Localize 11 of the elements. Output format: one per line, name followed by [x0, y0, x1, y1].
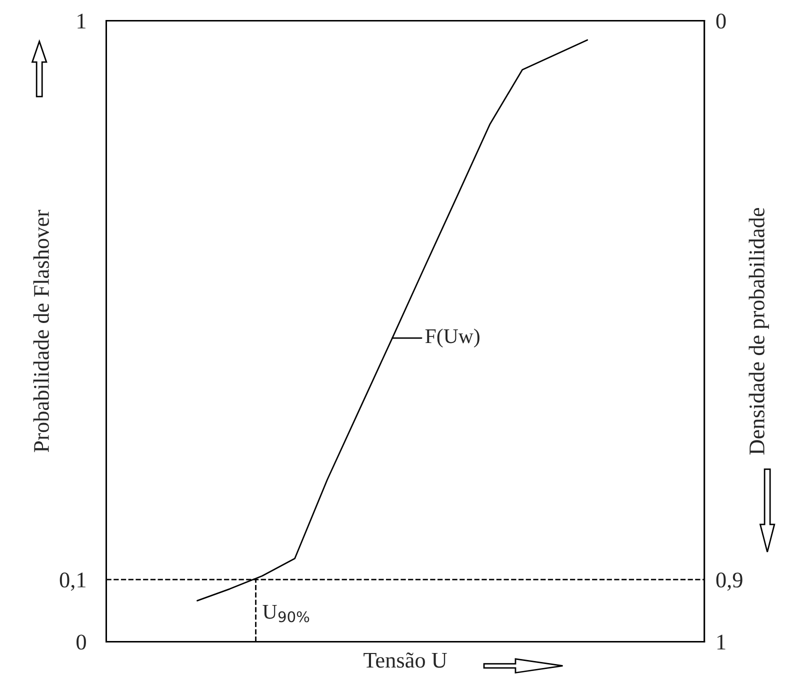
y2-axis-title: Densidade de probabilidade: [748, 208, 769, 455]
y-tick-label: 0: [76, 634, 86, 650]
y-tick-label: 1: [78, 14, 86, 28]
annotation: F(Uw): [425, 328, 480, 348]
y2-tick-label: 1: [717, 634, 726, 650]
y2-tick-label: 0,9: [716, 572, 742, 591]
y-tick-label: 0,1: [60, 572, 86, 591]
y2-tick-label: 0: [716, 14, 726, 29]
annotation: U$_{90%}$: [262, 605, 310, 622]
y-axis-title: Probabilidade de Flashover: [33, 210, 49, 452]
x-axis-title: Tensão U: [364, 652, 447, 668]
